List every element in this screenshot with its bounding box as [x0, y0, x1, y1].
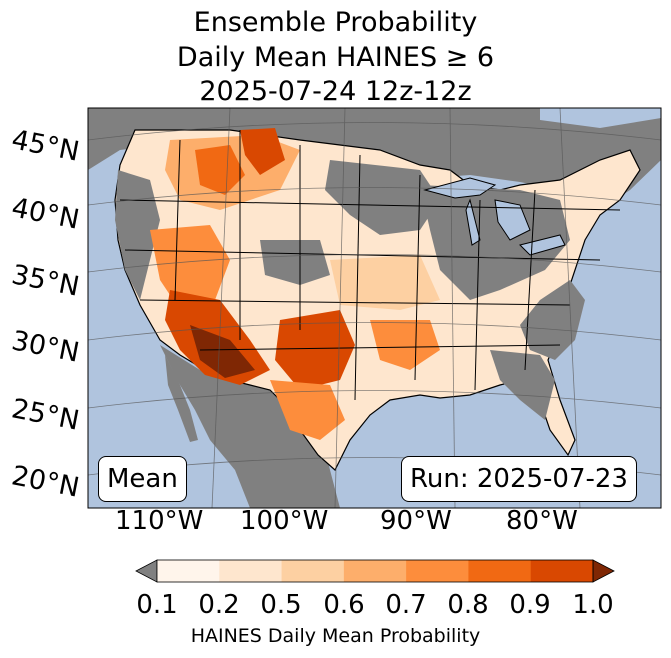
map-frame — [87, 107, 662, 509]
state-borders — [119, 130, 621, 401]
cbar-tick-3: 0.6 — [323, 590, 365, 620]
stat-label-box: Mean — [98, 456, 187, 502]
prob-region-texas — [270, 380, 345, 440]
colorbar-label: HAINES Daily Mean Probability — [190, 625, 481, 647]
run-label-box: Run: 2025-07-23 — [401, 456, 637, 502]
prob-region-montana — [240, 128, 285, 175]
grey-region-northcentral — [325, 160, 440, 235]
prob-region-southernplains — [275, 310, 355, 390]
prob-region-central — [330, 255, 440, 310]
lon-label-110: 110°W — [115, 506, 204, 536]
lon-label-90: 90°W — [380, 506, 452, 536]
cbar-tick-6: 0.9 — [509, 590, 551, 620]
cbar-tick-5: 0.8 — [447, 590, 489, 620]
colorbar-segment — [406, 560, 469, 582]
colorbar-frame — [156, 559, 594, 583]
colorbar-segment — [219, 560, 283, 582]
prob-region-idaho — [195, 145, 245, 195]
prob-region-southwest-core — [190, 325, 255, 378]
grey-region-gulf — [490, 350, 555, 420]
grey-region-east — [520, 280, 585, 360]
title-line1: Ensemble Probability — [193, 7, 478, 38]
grey-region-plains — [260, 240, 330, 285]
colorbar-segment — [468, 560, 532, 582]
prob-region-greatbasin — [150, 225, 230, 310]
colorbar-segment — [281, 560, 345, 582]
title-line2: Daily Mean HAINES ≥ 6 — [176, 42, 495, 73]
colorbar-segment — [343, 560, 407, 582]
cbar-tick-0: 0.1 — [136, 590, 178, 620]
lon-label-100: 100°W — [240, 506, 329, 536]
cbar-tick-2: 0.5 — [260, 590, 302, 620]
colorbar-under-arrow — [135, 559, 158, 583]
colorbar-over-arrow — [592, 559, 615, 583]
grey-region-greatlakes — [420, 185, 570, 300]
cbar-tick-4: 0.7 — [385, 590, 427, 620]
mexico-land — [160, 345, 340, 508]
colorbar-segment — [530, 560, 594, 582]
prob-region-ozarks — [370, 320, 440, 370]
cbar-tick-7: 1.0 — [572, 590, 614, 620]
cbar-tick-1: 0.2 — [198, 590, 240, 620]
lon-label-80: 80°W — [506, 506, 578, 536]
title-line3: 2025-07-24 12z-12z — [199, 76, 472, 107]
colorbar — [135, 559, 615, 583]
colorbar-segment — [157, 560, 220, 582]
